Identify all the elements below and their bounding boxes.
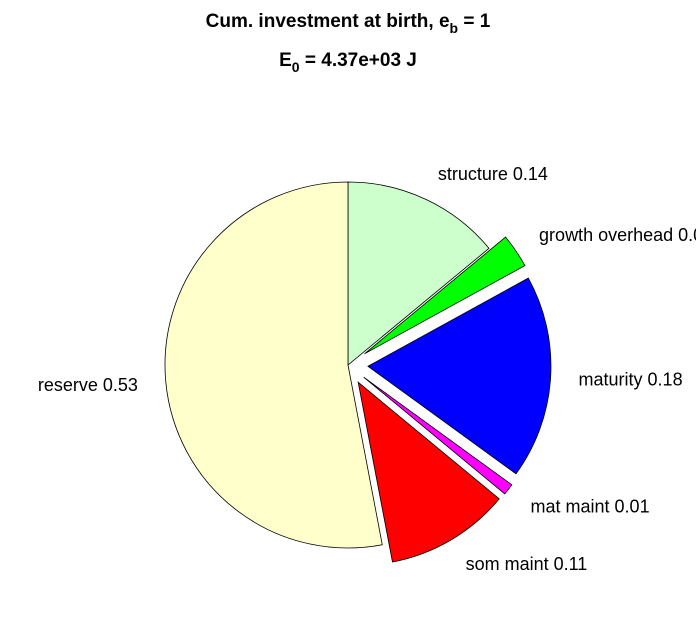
pie-slice: [364, 236, 526, 355]
title-part: Cum. investment at birth, e: [206, 11, 450, 32]
title-part: = 1: [458, 11, 491, 32]
slice-name: reserve: [38, 375, 98, 395]
slice-label: growth overhead 0.03: [539, 225, 696, 245]
slice-label: mat maint 0.01: [531, 497, 650, 517]
slice-name: mat maint: [531, 497, 610, 517]
slice-value: 0.18: [648, 370, 683, 390]
slice-name: som maint: [466, 554, 549, 574]
slice-name: structure: [438, 164, 508, 184]
slice-name: maturity: [579, 370, 643, 390]
slice-label: maturity 0.18: [579, 370, 683, 390]
pie-slice: [347, 181, 490, 366]
slice-label: reserve 0.53: [38, 375, 138, 395]
title-subscript: b: [450, 20, 459, 36]
pie-slice: [164, 181, 383, 549]
subtitle-subscript: 0: [292, 59, 300, 75]
slice-value: 0.14: [513, 164, 548, 184]
slice-name: growth overhead: [539, 225, 673, 245]
subtitle-part: = 4.37e+03 J: [300, 50, 417, 71]
slice-value: 0.53: [103, 375, 138, 395]
slice-label: som maint 0.11: [466, 554, 588, 574]
chart-title: Cum. investment at birth, eb = 1: [206, 11, 491, 36]
pie-slice: [367, 277, 552, 475]
slice-value: 0.03: [678, 225, 696, 245]
slice-value: 0.01: [615, 497, 650, 517]
slice-label: structure 0.14: [438, 164, 548, 184]
slice-value: 0.11: [554, 554, 588, 574]
pie-slice: [357, 381, 500, 563]
subtitle-part: E: [279, 50, 292, 71]
chart-subtitle: E0 = 4.37e+03 J: [279, 50, 417, 75]
pie-slice: [363, 376, 513, 495]
